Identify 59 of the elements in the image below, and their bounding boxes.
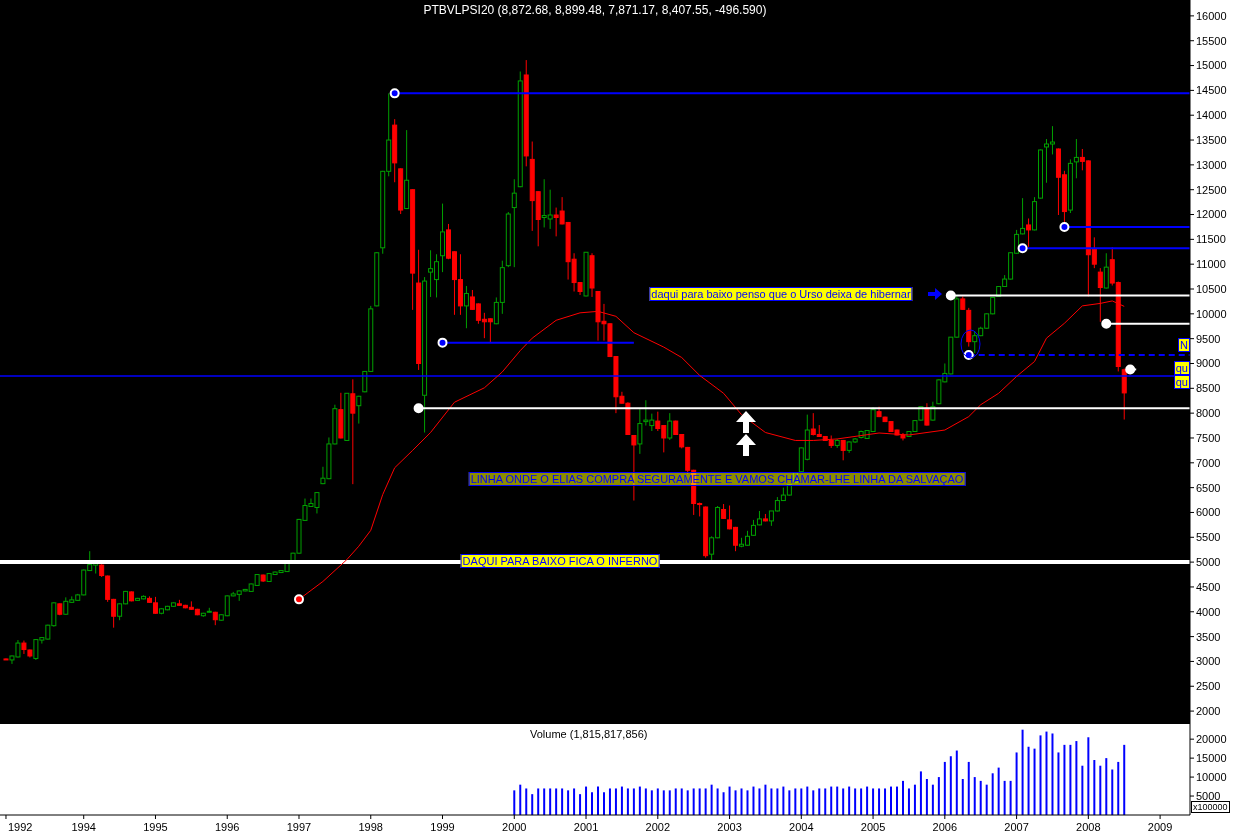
x-tick-label: 1995 <box>143 821 168 831</box>
y-tick-label: 4000 <box>1196 605 1221 618</box>
y-tick-label: 8000 <box>1196 407 1221 420</box>
x-tick-label: 1999 <box>430 821 455 831</box>
x-tick-label: 2009 <box>1147 821 1173 831</box>
y-tick-label: 5000 <box>1196 789 1221 802</box>
y-tick-label: 3500 <box>1196 630 1221 643</box>
x-tick-label: 1996 <box>214 821 240 831</box>
annotation: qu <box>1173 375 1190 389</box>
y-tick-label: 2000 <box>1196 704 1221 717</box>
y-tick-label: 3000 <box>1196 655 1221 668</box>
y-tick-label: 12500 <box>1196 183 1227 196</box>
y-tick-label: 2500 <box>1196 680 1221 693</box>
y-tick-label: 14000 <box>1196 109 1227 122</box>
x-tick-label: 1998 <box>358 821 383 831</box>
chart-title: Volume (1,815,817,856) <box>530 728 648 740</box>
x-tick-label: 1997 <box>286 821 312 831</box>
y-tick-label: 5500 <box>1196 531 1221 544</box>
y-tick-label: 10500 <box>1196 282 1227 295</box>
y-tick-label: 15500 <box>1196 34 1227 47</box>
y-tick-label: 7000 <box>1196 456 1221 469</box>
y-tick-label: 13500 <box>1196 133 1227 146</box>
x-tick-label: 1994 <box>71 821 96 831</box>
x-tick-label: 2008 <box>1076 821 1101 831</box>
x-tick-label: 2007 <box>1004 821 1029 831</box>
x-tick-label: 2001 <box>573 821 599 831</box>
y-tick-label: 5000 <box>1196 556 1221 569</box>
chart-title: PTBVLPSI20 (8,872.68, 8,899.48, 7,871.17, 8,407.55, -496.590) <box>422 3 768 17</box>
y-tick-label: 11500 <box>1196 233 1226 246</box>
y-tick-label: 10000 <box>1196 307 1227 320</box>
annotation: daqui para baixo penso que o Urso deixa de hibernar <box>649 287 913 301</box>
y-tick-label: 12000 <box>1196 208 1227 221</box>
x-tick-label: 2000 <box>502 821 527 831</box>
y-tick-label: 6000 <box>1196 506 1221 519</box>
y-tick-label: 13000 <box>1196 158 1227 171</box>
y-tick-label: 9500 <box>1196 332 1221 345</box>
annotation: N <box>1178 338 1190 352</box>
y-tick-label: 4500 <box>1196 580 1221 593</box>
y-tick-label: 14500 <box>1196 84 1227 97</box>
y-tick-label: 16000 <box>1196 9 1227 22</box>
y-tick-label: 7500 <box>1196 431 1221 444</box>
y-tick-label: 11000 <box>1196 258 1226 271</box>
x-tick-label: 2002 <box>645 821 671 831</box>
annotation: qu <box>1173 361 1190 375</box>
y-tick-label: 8500 <box>1196 382 1221 395</box>
y-tick-label: 6500 <box>1196 481 1221 494</box>
y-tick-label: 15000 <box>1196 59 1227 72</box>
y-tick-label: 9000 <box>1196 357 1221 370</box>
y-axis-title: x100000 <box>1191 801 1230 813</box>
x-tick-label: 2005 <box>860 821 886 831</box>
y-tick-label: 10000 <box>1196 770 1227 783</box>
x-tick-label: 2003 <box>717 821 742 831</box>
x-tick-label: 2004 <box>789 821 814 831</box>
annotation: LINHA ONDE O ELIAS COMPRA SEGURAMENTE E VAMOS CHAMAR-LHE LINHA DA SALVAÇAO <box>468 472 966 486</box>
x-tick-label: 1992 <box>7 821 33 831</box>
y-tick-label: 15000 <box>1196 752 1227 765</box>
annotation: DAQUI PARA BAIXO FICA O INFERNO <box>460 554 660 568</box>
x-tick-label: 2006 <box>932 821 958 831</box>
y-tick-label: 20000 <box>1196 733 1227 746</box>
